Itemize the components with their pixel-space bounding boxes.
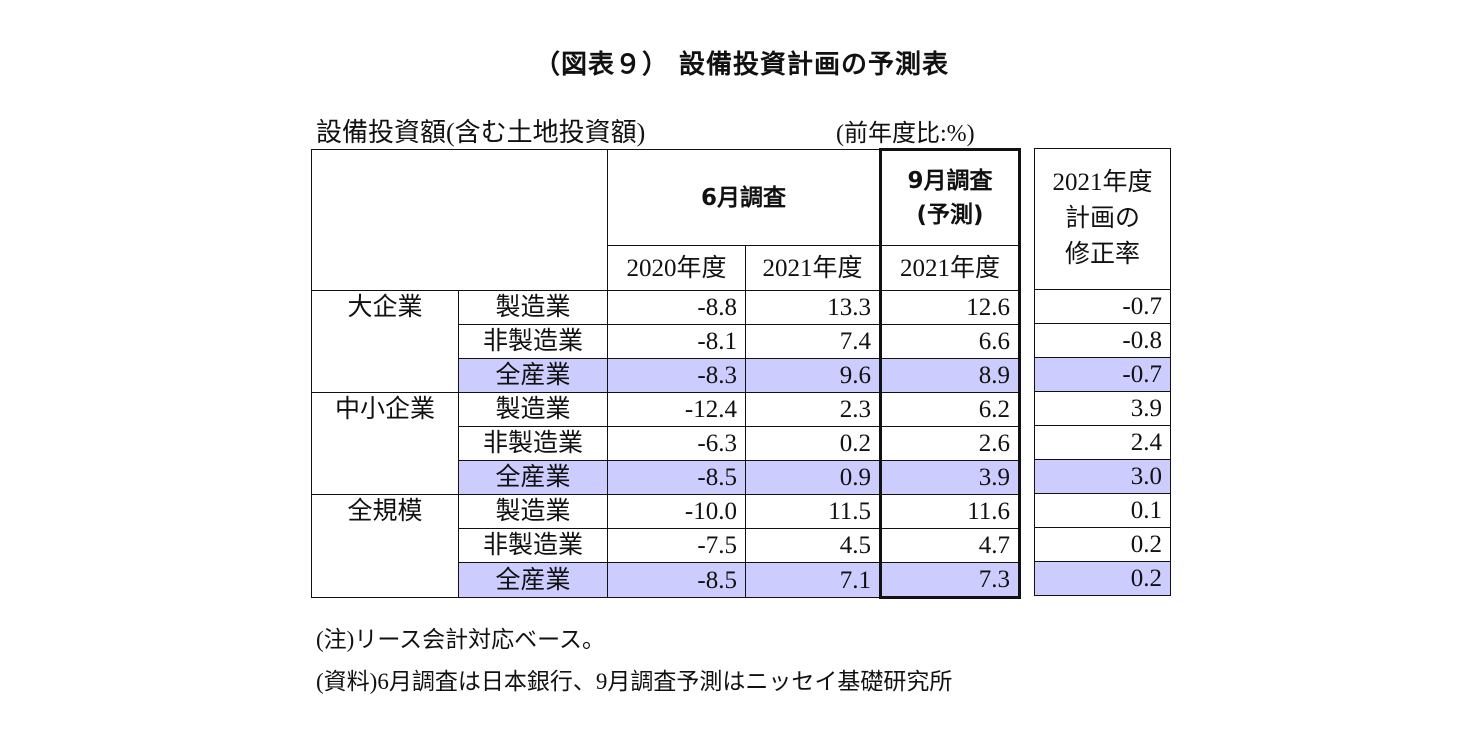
table-caption: 設備投資額(含む土地投資額) [316,118,646,147]
header-fy2020: 2020年度 [607,245,746,291]
value-jun-fy2020: -6.3 [607,426,746,461]
value-jun-fy2020: -8.5 [607,562,746,598]
value-jun-fy2020: -12.4 [607,392,746,427]
table-row: 2.4 [1034,425,1171,460]
footnote: (注)リース会計対応ベース。 [316,627,606,652]
value-jun-fy2020: -8.5 [607,460,746,495]
forecast-table: 6月調査 9月調査 (予測) 2020年度 2021年度 2021年度 大企業製… [311,148,1022,599]
sector-label: 全産業 [458,562,608,598]
value-sep-fy2021: 6.2 [879,392,1022,427]
table-row: 全産業 -8.5 0.9 3.9 [312,460,1022,495]
table-row: 全産業 -8.3 9.6 8.9 [312,358,1022,393]
value-jun-fy2021: 2.3 [744,392,882,427]
value-jun-fy2020: -7.5 [607,528,746,563]
value-jun-fy2020: -8.8 [607,290,746,325]
sector-label: 非製造業 [458,528,608,563]
header-sept-line2: (予測) [916,202,984,228]
header-fy2021: 2021年度 [744,245,882,291]
value-jun-fy2020: -8.1 [607,324,746,359]
value-jun-fy2021: 11.5 [744,494,882,529]
rev-line2: 計画の [1064,205,1140,232]
value-jun-fy2021: 0.9 [744,460,882,495]
sector-label: 全産業 [458,358,608,393]
value-jun-fy2021: 0.2 [744,426,882,461]
value-jun-fy2021: 7.4 [744,324,882,359]
value-sep-fy2021: 11.6 [879,494,1022,529]
rev-line1: 2021年度 [1052,169,1153,196]
group-label: 大企業 [311,290,459,393]
value-sep-fy2021: 3.9 [879,460,1022,495]
table-row: -0.7 [1034,357,1171,392]
header-revision-rate: 2021年度 計画の 修正率 [1034,148,1171,290]
header-fy2021-sept: 2021年度 [879,245,1022,291]
table-row: 0.2 [1034,527,1171,562]
table-row: 大企業 製造業 -8.8 13.3 12.6 [311,290,1022,393]
value-sep-fy2021: 12.6 [879,290,1022,325]
value-jun-fy2021: 13.3 [744,290,882,325]
table-row: 中小企業 製造業 -12.4 2.3 6.2 [311,392,1022,495]
sector-label: 製造業 [458,392,608,427]
value-revision-rate: 0.1 [1034,493,1171,528]
sector-label: 全産業 [458,460,608,495]
sector-label: 非製造業 [458,426,608,461]
value-sep-fy2021: 7.3 [879,562,1022,599]
table-row: 全規模 製造業 -10.0 11.5 11.6 [311,494,1022,598]
value-sep-fy2021: 4.7 [879,528,1022,563]
value-revision-rate: 3.0 [1034,459,1171,494]
table-row: -0.7 [1034,289,1171,324]
group-label: 中小企業 [311,392,459,495]
table-row: -0.8 [1034,323,1171,358]
value-sep-fy2021: 8.9 [879,358,1022,393]
table-row: 0.2 [1034,561,1171,596]
table-row: 3.9 [1034,391,1171,426]
value-revision-rate: -0.7 [1034,289,1171,324]
header-june-survey: 6月調査 [606,149,882,246]
group-label: 全規模 [311,494,459,598]
value-revision-rate: 2.4 [1034,425,1171,460]
page-title: （図表９） 設備投資計画の予測表 [533,50,950,80]
table-row: 非製造業 -6.3 0.2 2.6 [312,426,1022,461]
value-sep-fy2021: 2.6 [879,426,1022,461]
value-sep-fy2021: 6.6 [879,324,1022,359]
table-row: 3.0 [1034,459,1171,494]
table-row: 全産業 -8.5 7.1 7.3 [312,562,1022,599]
table-row: 0.1 [1034,493,1171,528]
value-jun-fy2021: 4.5 [744,528,882,563]
empty-header-cell [311,149,608,291]
value-revision-rate: -0.7 [1034,357,1171,392]
value-jun-fy2020: -10.0 [607,494,746,529]
revision-table: 2021年度 計画の 修正率 -0.7 -0.8 -0.7 3.9 2.4 3.0 0.1 0… [1034,148,1171,596]
rev-line3: 修正率 [1064,241,1140,268]
value-jun-fy2021: 7.1 [744,562,882,598]
value-revision-rate: 3.9 [1034,391,1171,426]
value-jun-fy2021: 9.6 [744,358,882,393]
value-revision-rate: 0.2 [1034,527,1171,562]
unit-label: (前年度比:%) [836,121,975,147]
value-revision-rate: 0.2 [1034,561,1171,596]
source-note: (資料)6月調査は日本銀行、9月調査予測はニッセイ基礎研究所 [316,669,953,694]
header-sept-survey: 9月調査 (予測) [879,148,1022,246]
value-revision-rate: -0.8 [1034,323,1171,358]
value-jun-fy2020: -8.3 [607,358,746,393]
sector-label: 製造業 [458,494,608,529]
header-sept-line1: 9月調査 [907,168,993,194]
sector-label: 製造業 [458,290,608,325]
sector-label: 非製造業 [458,324,608,359]
